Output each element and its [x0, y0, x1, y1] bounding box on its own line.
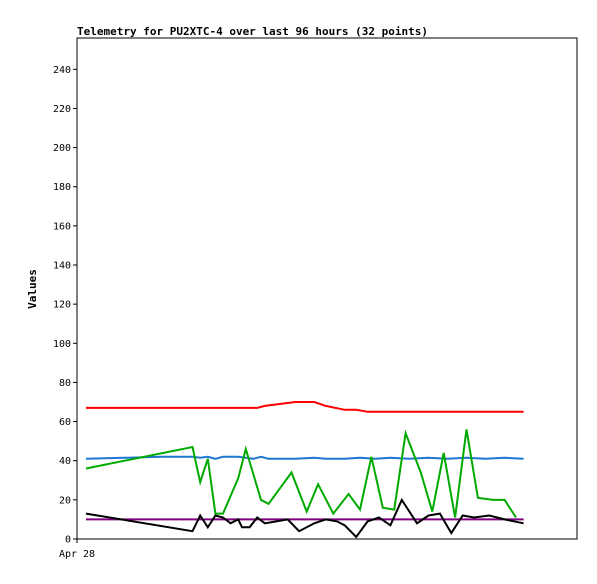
y-tick-label: 160 — [53, 221, 71, 232]
y-tick-label: 140 — [53, 261, 71, 272]
series-line-1 — [86, 401, 524, 413]
y-tick-label: 0 — [65, 535, 71, 546]
x-tick-label: Apr 28 — [59, 549, 95, 560]
y-axis-label: Values — [26, 269, 39, 309]
y-tick-label: 60 — [59, 417, 71, 428]
y-tick-label: 240 — [53, 65, 71, 76]
series-line-3 — [85, 429, 517, 519]
y-tick-label: 180 — [53, 182, 71, 193]
y-axis-ticks: 0 20 40 60 80 100 120 140 160 180 200 220 240 — [53, 65, 77, 546]
series-line-2 — [85, 455, 524, 460]
y-tick-label: 80 — [59, 378, 71, 389]
series-layer — [85, 401, 524, 539]
y-tick-label: 120 — [53, 300, 71, 311]
x-axis-ticks: Apr 28 — [59, 539, 95, 560]
y-tick-label: 20 — [59, 495, 71, 506]
chart-title: Telemetry for PU2XTC-4 over last 96 hour… — [77, 25, 428, 38]
y-tick-label: 100 — [53, 339, 71, 350]
y-tick-label: 200 — [53, 143, 71, 154]
y-tick-label: 40 — [59, 456, 71, 467]
y-tick-label: 220 — [53, 104, 71, 115]
plot-frame — [76, 37, 578, 540]
series-line-5 — [85, 497, 524, 539]
